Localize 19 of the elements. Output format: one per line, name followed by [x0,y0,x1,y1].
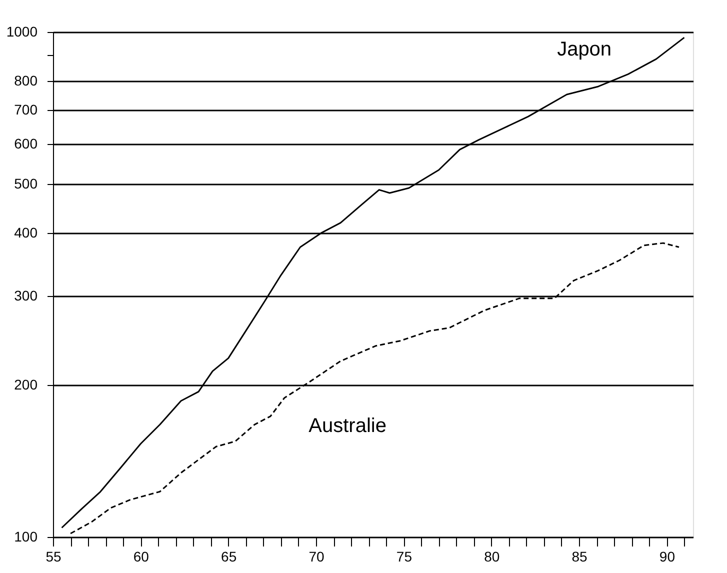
x-tick-label: 55 [46,548,62,564]
x-tick-label: 80 [484,548,500,564]
x-tick-label: 90 [659,548,676,564]
series-label: Australie [308,415,386,438]
y-tick-label: 200 [14,376,38,392]
y-tick-label: 100 [14,528,38,544]
x-tick-label: 65 [221,548,237,564]
y-tick-label: 300 [14,288,38,304]
y-tick-label: 700 [14,102,38,118]
series-label: Japon [557,38,612,60]
x-tick-label: 60 [133,548,150,564]
y-tick-label: 500 [14,176,38,192]
y-tick-label: 800 [14,72,38,88]
y-tick-label: 1000 [6,24,38,40]
x-tick-label: 75 [396,548,412,564]
x-tick-label: 70 [308,548,325,564]
x-tick-label: 85 [572,548,588,564]
y-tick-label: 400 [14,224,38,240]
y-tick-label: 600 [14,136,38,152]
